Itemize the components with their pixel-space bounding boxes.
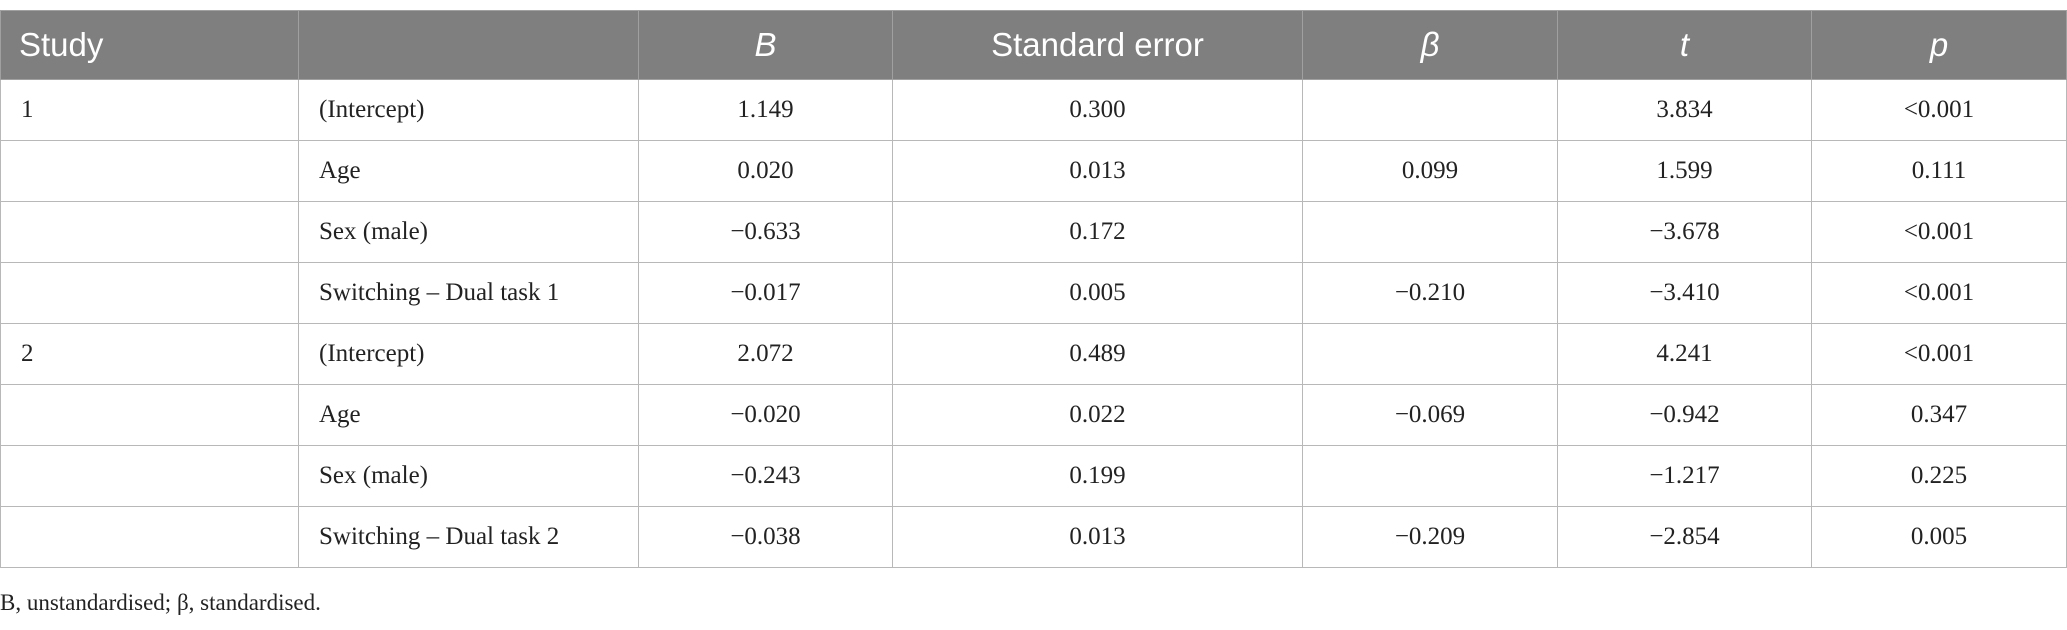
cell: <0.001 [1811, 201, 2067, 263]
cell: −0.633 [638, 201, 893, 263]
table-row: Switching – Dual task 2 −0.038 0.013 −0.209… [0, 506, 2067, 568]
cell: 4.241 [1557, 323, 1812, 385]
cell: 1.599 [1557, 140, 1812, 202]
cell: 0.300 [892, 79, 1303, 141]
cell: Switching – Dual task 1 [298, 262, 639, 324]
cell: Age [298, 384, 639, 446]
header-cell: β [1302, 10, 1558, 80]
cell: 0.347 [1811, 384, 2067, 446]
header-cell: t [1557, 10, 1812, 80]
cell: 0.099 [1302, 140, 1558, 202]
cell: −0.942 [1557, 384, 1812, 446]
table-row: Age −0.020 0.022 −0.069 −0.942 0.347 [0, 384, 2067, 446]
cell: 0.022 [892, 384, 1303, 446]
cell [0, 506, 299, 568]
cell [1302, 445, 1558, 507]
header-cell [298, 10, 639, 80]
cell: −2.854 [1557, 506, 1812, 568]
cell: Sex (male) [298, 445, 639, 507]
cell: <0.001 [1811, 79, 2067, 141]
header-cell: p [1811, 10, 2067, 80]
cell: 0.020 [638, 140, 893, 202]
cell: −0.069 [1302, 384, 1558, 446]
cell: (Intercept) [298, 323, 639, 385]
cell: 0.489 [892, 323, 1303, 385]
cell [0, 262, 299, 324]
table-row: Sex (male) −0.633 0.172 −3.678 <0.001 [0, 201, 2067, 263]
cell: 0.005 [1811, 506, 2067, 568]
cell: 2.072 [638, 323, 893, 385]
table-row: Age 0.020 0.013 0.099 1.599 0.111 [0, 140, 2067, 202]
cell [1302, 201, 1558, 263]
table-row: Sex (male) −0.243 0.199 −1.217 0.225 [0, 445, 2067, 507]
cell: 2 [0, 323, 299, 385]
cell: −1.217 [1557, 445, 1812, 507]
table-row: 2 (Intercept) 2.072 0.489 4.241 <0.001 [0, 323, 2067, 385]
cell: <0.001 [1811, 262, 2067, 324]
cell: 1 [0, 79, 299, 141]
cell: −0.038 [638, 506, 893, 568]
header-cell: B [638, 10, 893, 80]
header-row: Study B Standard error β t p [0, 10, 2067, 80]
cell: −0.020 [638, 384, 893, 446]
cell: Age [298, 140, 639, 202]
cell: 0.199 [892, 445, 1303, 507]
footnote: B, unstandardised; β, standardised. [0, 590, 321, 615]
cell: <0.001 [1811, 323, 2067, 385]
cell: −0.209 [1302, 506, 1558, 568]
header-cell: Standard error [892, 10, 1303, 80]
cell: 0.172 [892, 201, 1303, 263]
cell [1302, 79, 1558, 141]
header-cell: Study [0, 10, 299, 80]
cell: −0.243 [638, 445, 893, 507]
regression-table: Study B Standard error β t p 1 (Intercept) 1.14… [0, 10, 2067, 568]
cell [0, 445, 299, 507]
cell: 0.013 [892, 506, 1303, 568]
cell [0, 384, 299, 446]
table-row: 1 (Intercept) 1.149 0.300 3.834 <0.001 [0, 79, 2067, 141]
cell: 0.005 [892, 262, 1303, 324]
table-body: 1 (Intercept) 1.149 0.300 3.834 <0.001 Age 0.02… [0, 79, 2067, 568]
cell: 1.149 [638, 79, 893, 141]
cell [0, 201, 299, 263]
cell: Sex (male) [298, 201, 639, 263]
cell [1302, 323, 1558, 385]
cell: 0.225 [1811, 445, 2067, 507]
table-row: Switching – Dual task 1 −0.017 0.005 −0.210… [0, 262, 2067, 324]
cell: −0.017 [638, 262, 893, 324]
cell: 3.834 [1557, 79, 1812, 141]
cell: −0.210 [1302, 262, 1558, 324]
cell: 0.013 [892, 140, 1303, 202]
cell: 0.111 [1811, 140, 2067, 202]
cell: −3.410 [1557, 262, 1812, 324]
cell: −3.678 [1557, 201, 1812, 263]
cell [0, 140, 299, 202]
cell: (Intercept) [298, 79, 639, 141]
cell: Switching – Dual task 2 [298, 506, 639, 568]
